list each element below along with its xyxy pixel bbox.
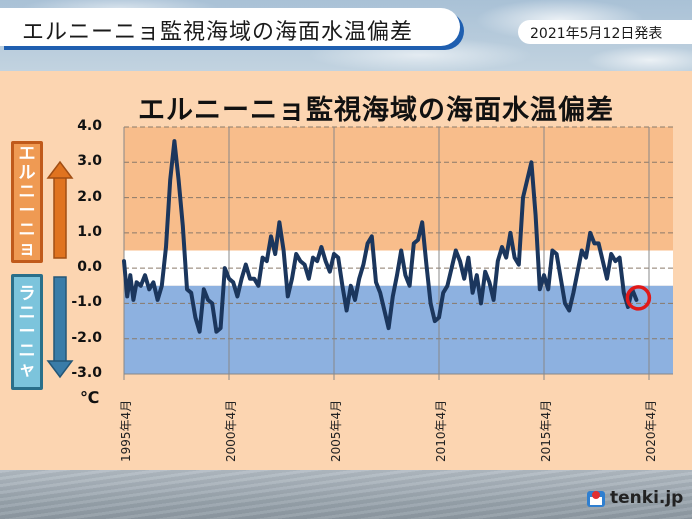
legend-char: ニ <box>18 302 36 323</box>
y-tick-label: 4.0 <box>77 118 102 134</box>
header-title-banner: エルニーニョ監視海域の海面水温偏差 <box>0 8 460 46</box>
y-tick-label: -2.0 <box>71 329 102 346</box>
y-axis-unit: ℃ <box>80 388 100 407</box>
sst-anomaly-line <box>122 139 639 334</box>
el-nino-legend-label: エルニーニョ <box>11 141 43 263</box>
tenki-logo-icon <box>587 491 605 507</box>
legend-char: ル <box>18 163 36 183</box>
legend-char: ョ <box>18 239 36 259</box>
sea-background <box>0 470 692 519</box>
issued-date: 2021年5月12日発表 <box>530 26 663 42</box>
chart-title: エルニーニョ監視海域の海面水温偏差 <box>138 95 614 126</box>
legend-char: ー <box>18 321 36 342</box>
legend-char: エ <box>18 144 36 164</box>
legend-char: ニ <box>18 220 36 240</box>
legend-char: ー <box>18 201 36 221</box>
y-tick-label: -3.0 <box>71 365 102 381</box>
legend-char: ニ <box>18 182 36 202</box>
legend-char: ニ <box>18 340 36 361</box>
header-title: エルニーニョ監視海域の海面水温偏差 <box>22 20 414 45</box>
tenki-logo-text: tenki.jp <box>610 488 684 508</box>
la-nina-legend-label: ラニーニャ <box>11 274 43 390</box>
y-tick-label: 3.0 <box>77 153 102 170</box>
y-tick-label: 0.0 <box>77 259 102 276</box>
y-tick-label: 2.0 <box>77 188 102 205</box>
el-nino-band <box>124 127 673 251</box>
y-tick-label: -1.0 <box>71 294 102 311</box>
legend-char: ャ <box>18 359 36 380</box>
legend-char: ラ <box>18 283 36 304</box>
latest-value-highlight-circle <box>625 285 652 311</box>
y-tick-label: 1.0 <box>77 223 102 240</box>
issued-date-banner: 2021年5月12日発表 <box>518 20 692 44</box>
tenki-logo: tenki.jp <box>586 488 683 508</box>
